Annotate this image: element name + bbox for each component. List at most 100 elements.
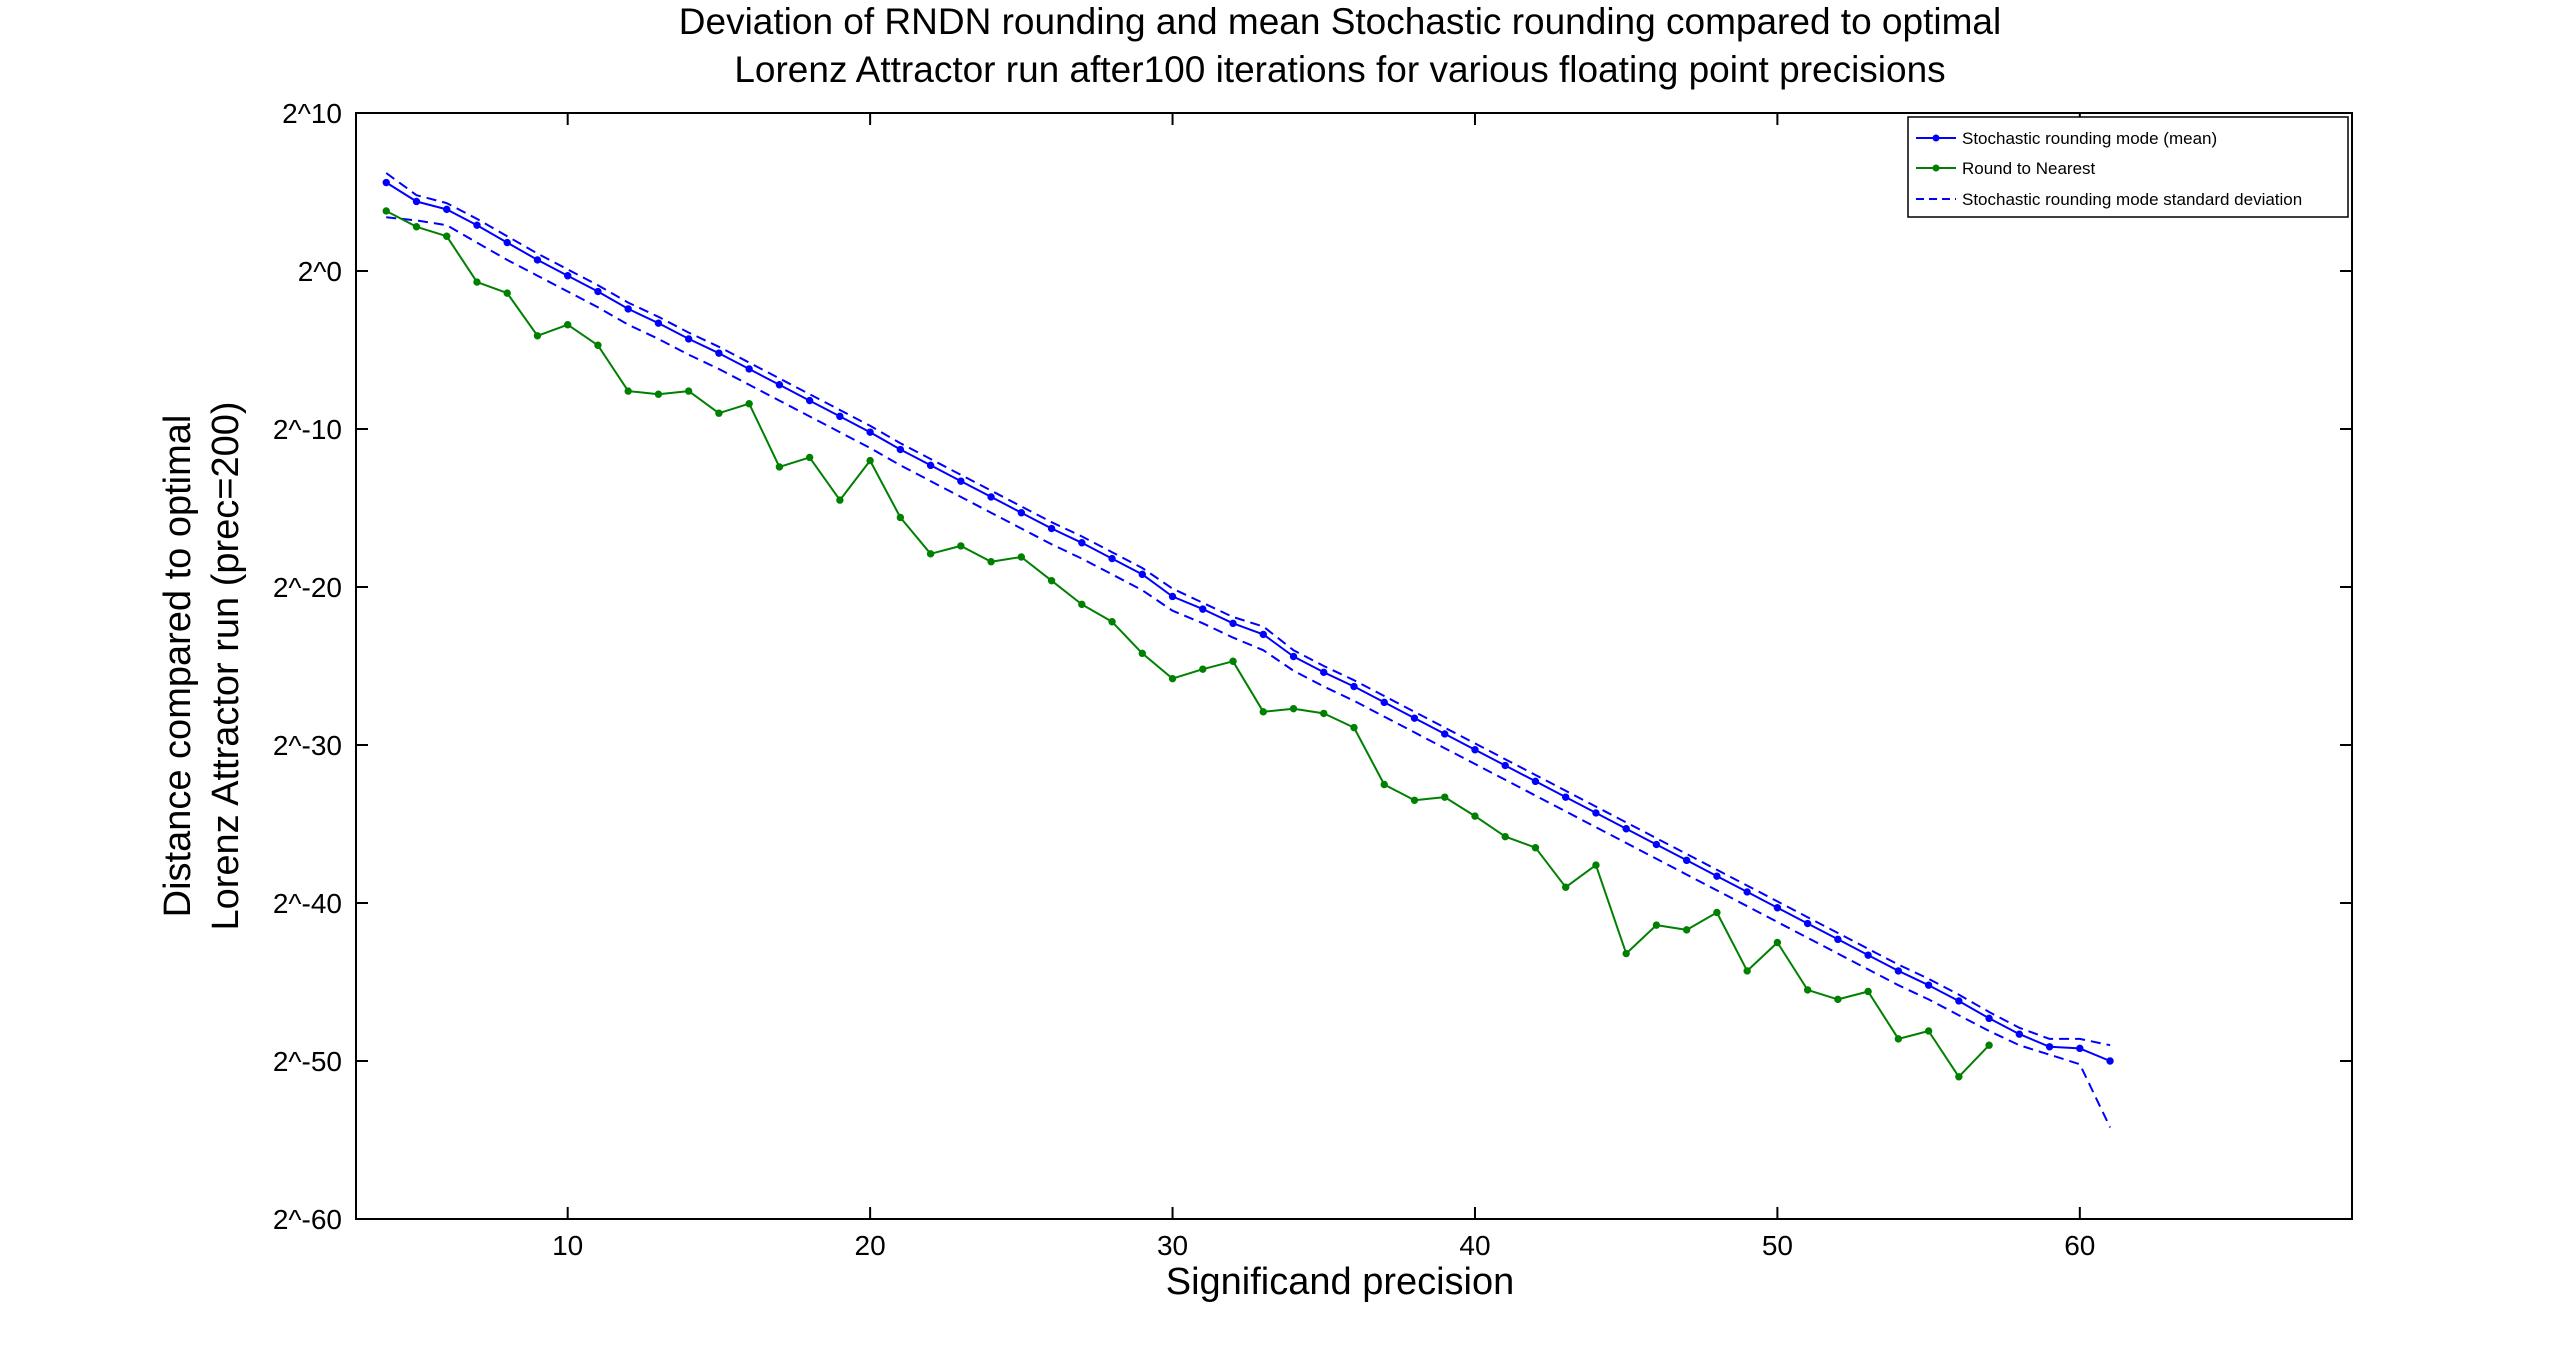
data-point-stochastic-rounding-mode-mean (412, 197, 421, 206)
data-point-stochastic-rounding-mode-mean (1955, 997, 1963, 1005)
data-point-stochastic-rounding-mode-mean (1531, 777, 1540, 786)
data-point-stochastic-rounding-mode-mean (1047, 524, 1056, 533)
data-point-stochastic-rounding-mode-mean (1078, 539, 1086, 547)
data-point-stochastic-rounding-mode-mean (775, 381, 784, 389)
data-point-round-to-nearest (1652, 921, 1661, 929)
data-point-round-to-nearest (805, 453, 814, 462)
data-point-round-to-nearest (382, 207, 390, 215)
data-point-stochastic-rounding-mode-mean (443, 205, 451, 214)
data-point-stochastic-rounding-mode-mean (1017, 509, 1026, 517)
data-point-stochastic-rounding-mode-mean (563, 272, 572, 280)
data-point-round-to-nearest (1259, 708, 1267, 716)
data-point-round-to-nearest (412, 223, 421, 231)
data-point-round-to-nearest (1682, 926, 1691, 934)
data-point-round-to-nearest (443, 232, 451, 240)
y-tick-label: 2^-50 (273, 1046, 342, 1077)
data-point-stochastic-rounding-mode-mean (1471, 746, 1479, 754)
data-point-stochastic-rounding-mode-mean (1229, 619, 1237, 628)
data-point-stochastic-rounding-mode-mean (533, 256, 542, 264)
chart-title-line-1: Deviation of RNDN rounding and mean Stoc… (679, 1, 2001, 42)
y-tick-label: 2^-10 (273, 414, 342, 445)
data-point-stochastic-rounding-mode-mean (896, 445, 905, 454)
data-point-stochastic-rounding-mode-mean (1350, 682, 1358, 691)
data-point-round-to-nearest (1834, 995, 1842, 1004)
data-point-round-to-nearest (1108, 618, 1116, 626)
data-point-stochastic-rounding-mode-mean (1320, 668, 1328, 677)
data-point-stochastic-rounding-mode-mean (1652, 840, 1661, 849)
data-point-stochastic-rounding-mode-mean (1168, 592, 1177, 601)
data-point-stochastic-rounding-mode-mean (926, 461, 935, 470)
y-tick-label: 2^-30 (273, 730, 342, 761)
data-point-round-to-nearest (1985, 1041, 1993, 1049)
data-point-round-to-nearest (1441, 793, 1449, 801)
data-point-round-to-nearest (866, 456, 874, 465)
data-point-round-to-nearest (1350, 723, 1358, 732)
x-tick-label: 20 (855, 1230, 886, 1261)
data-point-round-to-nearest (896, 513, 905, 522)
data-point-round-to-nearest (1078, 600, 1086, 609)
data-point-stochastic-rounding-mode-mean (684, 335, 693, 343)
data-point-stochastic-rounding-mode-mean (1622, 825, 1630, 833)
plot-area (355, 112, 2353, 1220)
data-point-stochastic-rounding-mode-mean (836, 412, 844, 421)
data-point-stochastic-rounding-mode-mean (1834, 935, 1842, 944)
data-point-stochastic-rounding-mode-mean (987, 493, 995, 501)
data-point-stochastic-rounding-mode-mean (1864, 951, 1872, 959)
data-point-stochastic-rounding-mode-mean (1773, 904, 1782, 912)
x-tick-label: 30 (1157, 1230, 1188, 1261)
legend-label-round-to-nearest: Round to Nearest (1962, 159, 2096, 178)
series-layer (382, 172, 2114, 1128)
data-point-round-to-nearest (1380, 780, 1388, 789)
y-tick-label: 2^-40 (273, 888, 342, 919)
data-point-stochastic-rounding-mode-mean (866, 428, 874, 436)
data-point-round-to-nearest (1864, 987, 1872, 996)
data-point-stochastic-rounding-mode-mean (594, 287, 602, 296)
chart-title-line-2: Lorenz Attractor run after100 iterations… (734, 49, 1945, 90)
data-point-stochastic-rounding-mode-mean (2015, 1030, 2024, 1038)
data-point-round-to-nearest (1047, 576, 1056, 585)
legend-label-std-dev: Stochastic rounding mode standard deviat… (1962, 190, 2302, 209)
data-point-round-to-nearest (1471, 812, 1479, 820)
y-tick-label: 2^-60 (273, 1204, 342, 1235)
data-point-round-to-nearest (473, 278, 481, 286)
data-point-stochastic-rounding-mode-mean (654, 319, 663, 327)
data-point-stochastic-rounding-mode-mean (1138, 570, 1147, 579)
data-point-stochastic-rounding-mode-mean (503, 238, 511, 247)
data-point-stochastic-rounding-mode-mean (1894, 967, 1903, 975)
data-point-round-to-nearest (1924, 1027, 1933, 1035)
data-point-round-to-nearest (624, 387, 632, 395)
series-line-stochastic-rounding-mode-standard-deviation-upper (385, 172, 2111, 1047)
y-tick-label: 2^10 (282, 98, 342, 129)
legend-label-stochastic-mean: Stochastic rounding mode (mean) (1962, 129, 2217, 148)
data-point-round-to-nearest (775, 463, 784, 471)
data-point-round-to-nearest (1138, 649, 1147, 658)
data-point-round-to-nearest (1894, 1035, 1903, 1043)
data-point-round-to-nearest (926, 550, 935, 558)
y-axis-label-line-1: Distance compared to optimal (157, 415, 199, 918)
data-point-round-to-nearest (745, 400, 753, 408)
data-point-round-to-nearest (1289, 704, 1298, 713)
data-point-round-to-nearest (1773, 938, 1782, 947)
x-tick-label: 40 (1459, 1230, 1490, 1261)
data-point-stochastic-rounding-mode-mean (1410, 714, 1419, 722)
data-point-stochastic-rounding-mode-mean (1259, 630, 1267, 639)
data-point-stochastic-rounding-mode-mean (1380, 698, 1388, 707)
data-point-round-to-nearest (1410, 796, 1419, 804)
y-tick-label: 2^0 (298, 256, 342, 287)
data-point-stochastic-rounding-mode-mean (957, 477, 965, 485)
data-point-stochastic-rounding-mode-mean (745, 365, 753, 373)
tick-layer: 10 20 30 40 50 60 2^10 2^0 2^-10 2^-20 2^-30 2^-40 2… (273, 98, 2352, 1261)
data-point-stochastic-rounding-mode-mean (1441, 730, 1449, 738)
data-point-round-to-nearest (1743, 967, 1751, 975)
data-point-round-to-nearest (533, 332, 542, 340)
data-point-stochastic-rounding-mode-mean (1501, 761, 1509, 770)
data-point-round-to-nearest (1531, 844, 1540, 852)
data-point-stochastic-rounding-mode-mean (1924, 981, 1933, 989)
legend-box (1907, 116, 2349, 218)
data-point-round-to-nearest (715, 409, 723, 417)
data-point-stochastic-rounding-mode-mean (1561, 793, 1570, 801)
data-point-round-to-nearest (1803, 986, 1812, 994)
data-point-stochastic-rounding-mode-mean (1108, 554, 1116, 563)
data-point-stochastic-rounding-mode-mean (1803, 919, 1812, 928)
